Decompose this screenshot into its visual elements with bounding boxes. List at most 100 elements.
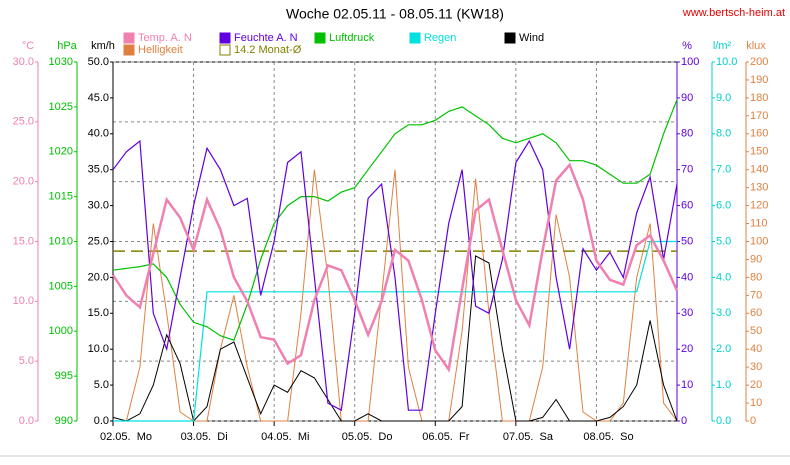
chart-title: Woche 02.05.11 - 08.05.11 (KW18) (286, 6, 504, 22)
legend-swatch (123, 44, 135, 56)
y-tick-label: 1.0 (716, 379, 731, 391)
y-tick-label: 110 (750, 217, 768, 229)
y-tick-label: 5.0 (94, 379, 109, 391)
series-line (112, 99, 678, 341)
y-tick-label: 1030 (49, 56, 73, 68)
y-tick-label: 10.0 (716, 56, 737, 68)
y-tick-label: 70 (681, 164, 693, 176)
y-tick-label: 30.0 (13, 56, 34, 68)
legend-swatch (123, 32, 135, 44)
y-tick-label: 1020 (49, 146, 73, 158)
y-tick-label: 30 (681, 307, 693, 319)
y-tick-label: 70 (750, 289, 762, 301)
legend-label: Feuchte A. N (234, 32, 298, 44)
x-tick-label: 08.05. So (583, 431, 633, 443)
legend-swatch (314, 32, 326, 44)
y-tick-label: 1015 (49, 191, 73, 203)
y-tick-label: 990 (55, 415, 73, 427)
axis-unit: % (682, 40, 692, 52)
y-tick-label: 140 (750, 164, 768, 176)
y-tick-label: 35.0 (88, 164, 109, 176)
y-tick-label: 30.0 (88, 200, 109, 212)
legend-label: Wind (519, 32, 544, 44)
legend-label: Luftdruck (329, 32, 375, 44)
y-tick-label: 15.0 (13, 235, 34, 247)
y-tick-label: 130 (750, 182, 768, 194)
axis-unit: hPa (57, 40, 77, 52)
y-tick-label: 40 (750, 343, 762, 355)
legend-label: Helligkeit (138, 44, 183, 56)
x-tick-label: 06.05. Fr (422, 431, 469, 443)
y-tick-label: 50 (681, 235, 693, 247)
axis-unit: klux (746, 40, 766, 52)
x-tick-label: 03.05. Di (181, 431, 228, 443)
y-tick-label: 0.0 (94, 415, 109, 427)
y-tick-label: 40 (681, 271, 693, 283)
x-tick-label: 04.05. Mi (261, 431, 309, 443)
axis-unit: l/m² (713, 40, 732, 52)
y-tick-label: 2.0 (716, 343, 731, 355)
y-tick-label: 9.0 (716, 92, 731, 104)
x-tick-label: 02.05. Mo (100, 431, 152, 443)
y-tick-label: 25.0 (88, 235, 109, 247)
series-line (113, 240, 677, 422)
legend-label: Regen (424, 32, 456, 44)
y-tick-label: 160 (750, 128, 768, 140)
y-tick-label: 7.0 (716, 164, 731, 176)
y-tick-label: 20.0 (13, 176, 34, 188)
y-tick-label: 90 (750, 253, 762, 265)
source: www.bertsch-heim.at (682, 7, 785, 19)
y-tick-label: 60 (750, 307, 762, 319)
y-tick-label: 0.0 (19, 415, 34, 427)
y-tick-label: 170 (750, 110, 768, 122)
y-tick-label: 1010 (49, 235, 73, 247)
y-tick-label: 3.0 (716, 307, 731, 319)
series-line (112, 139, 678, 412)
x-tick-label: 07.05. Sa (503, 431, 554, 443)
y-tick-label: 20.0 (88, 271, 109, 283)
y-tick-label: 150 (750, 146, 768, 158)
y-tick-label: 190 (750, 74, 768, 86)
y-tick-label: 5.0 (19, 355, 34, 367)
y-tick-label: 80 (750, 271, 762, 283)
legend-label: Temp. A. N (138, 32, 192, 44)
y-tick-label: 0.0 (716, 415, 731, 427)
y-tick-label: 0 (681, 415, 687, 427)
y-tick-label: 200 (750, 56, 768, 68)
y-tick-label: 8.0 (716, 128, 731, 140)
y-tick-label: 20 (681, 343, 693, 355)
legend-swatch (219, 44, 231, 56)
y-tick-label: 0 (750, 415, 756, 427)
y-tick-label: 1025 (49, 101, 73, 113)
y-tick-label: 1000 (49, 325, 73, 337)
y-tick-label: 1005 (49, 280, 73, 292)
y-tick-label: 50 (750, 325, 762, 337)
y-tick-label: 180 (750, 92, 768, 104)
series-line (112, 255, 678, 423)
y-tick-label: 30 (750, 361, 762, 373)
y-tick-label: 15.0 (88, 307, 109, 319)
axis-unit: °C (22, 40, 34, 52)
y-tick-label: 5.0 (716, 235, 731, 247)
legend-label: 14.2 Monat-Ø (234, 44, 302, 56)
legend-swatch (504, 32, 516, 44)
y-tick-label: 20 (750, 379, 762, 391)
y-tick-label: 60 (681, 200, 693, 212)
y-tick-label: 120 (750, 200, 768, 212)
legend-swatch (409, 32, 421, 44)
y-tick-label: 4.0 (716, 271, 731, 283)
x-tick-label: 05.05. Do (342, 431, 393, 443)
y-tick-label: 10.0 (13, 295, 34, 307)
y-tick-label: 995 (55, 370, 73, 382)
y-tick-label: 90 (681, 92, 693, 104)
y-tick-label: 10 (681, 379, 693, 391)
axis-unit: km/h (91, 40, 115, 52)
y-tick-label: 10 (750, 397, 762, 409)
series-line (113, 169, 678, 422)
y-tick-label: 50.0 (88, 56, 109, 68)
y-tick-label: 25.0 (13, 116, 34, 128)
y-tick-label: 100 (681, 56, 699, 68)
series-line (111, 162, 679, 373)
y-tick-label: 40.0 (88, 128, 109, 140)
